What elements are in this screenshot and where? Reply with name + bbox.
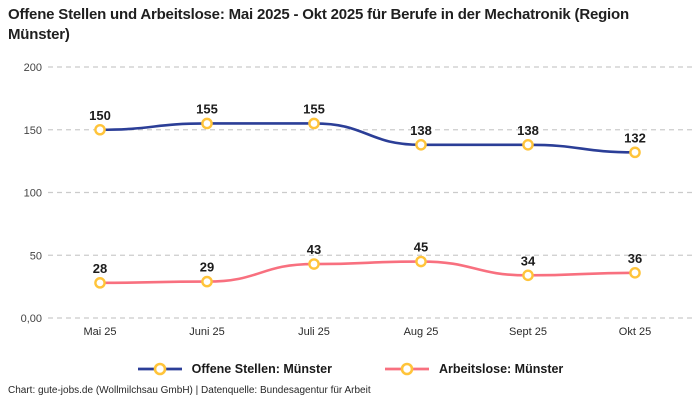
- data-point-label: 155: [196, 101, 218, 116]
- x-tick-label: Okt 25: [619, 326, 651, 338]
- x-tick-label: Juni 25: [189, 326, 224, 338]
- data-point-marker[interactable]: [308, 117, 320, 130]
- legend-swatch-icon: [137, 362, 182, 376]
- y-tick-label: 0,00: [21, 313, 42, 325]
- data-point-label: 132: [624, 130, 646, 145]
- data-point-label: 138: [517, 123, 539, 138]
- data-point-label: 155: [303, 101, 325, 116]
- legend-swatch-icon: [384, 362, 429, 376]
- data-point-label: 29: [200, 260, 214, 275]
- data-point-label: 45: [414, 240, 428, 255]
- y-tick-label: 200: [24, 62, 42, 74]
- legend-item[interactable]: Offene Stellen: Münster: [137, 362, 332, 376]
- data-point-marker[interactable]: [94, 277, 106, 289]
- data-point-marker[interactable]: [94, 123, 106, 136]
- chart-svg: 200 150 100 50 0,00 Mai 25 Juni 25 Juli 25 Aug 2…: [21, 62, 692, 338]
- legend-label: Offene Stellen: Münster: [191, 362, 332, 376]
- legend-item[interactable]: Arbeitslose: Münster: [384, 362, 563, 376]
- data-point-marker[interactable]: [308, 258, 320, 270]
- data-point-marker[interactable]: [201, 117, 213, 130]
- series-line: [98, 260, 637, 285]
- data-point-marker[interactable]: [522, 269, 534, 282]
- data-point-marker[interactable]: [629, 267, 641, 279]
- data-point-marker[interactable]: [201, 275, 213, 288]
- data-point-marker[interactable]: [522, 139, 534, 151]
- chart-title: Offene Stellen und Arbeitslose: Mai 2025…: [8, 6, 629, 43]
- data-point-marker[interactable]: [629, 146, 641, 159]
- x-tick-label: Juli 25: [298, 326, 330, 338]
- x-tick-label: Aug 25: [404, 326, 439, 338]
- data-point-label: 34: [521, 253, 536, 268]
- data-point-label: 28: [93, 261, 107, 276]
- data-point-label: 36: [628, 251, 642, 266]
- y-tick-label: 100: [24, 188, 42, 200]
- x-tick-label: Sept 25: [509, 326, 547, 338]
- data-point-label: 150: [89, 108, 111, 123]
- series-line: [98, 122, 637, 154]
- legend: Offene Stellen: Münster Arbeitslose: Müns…: [0, 356, 700, 382]
- x-tick-label: Mai 25: [83, 326, 116, 338]
- data-point-marker[interactable]: [415, 139, 427, 151]
- data-point-label: 43: [307, 242, 321, 257]
- y-tick-label: 150: [24, 125, 42, 137]
- data-point-label: 138: [410, 123, 432, 138]
- data-point-marker[interactable]: [415, 255, 427, 268]
- chart-footer: Chart: gute-jobs.de (Wollmilchsau GmbH) …: [8, 385, 371, 396]
- y-tick-label: 50: [30, 250, 42, 262]
- legend-label: Arbeitslose: Münster: [438, 362, 564, 376]
